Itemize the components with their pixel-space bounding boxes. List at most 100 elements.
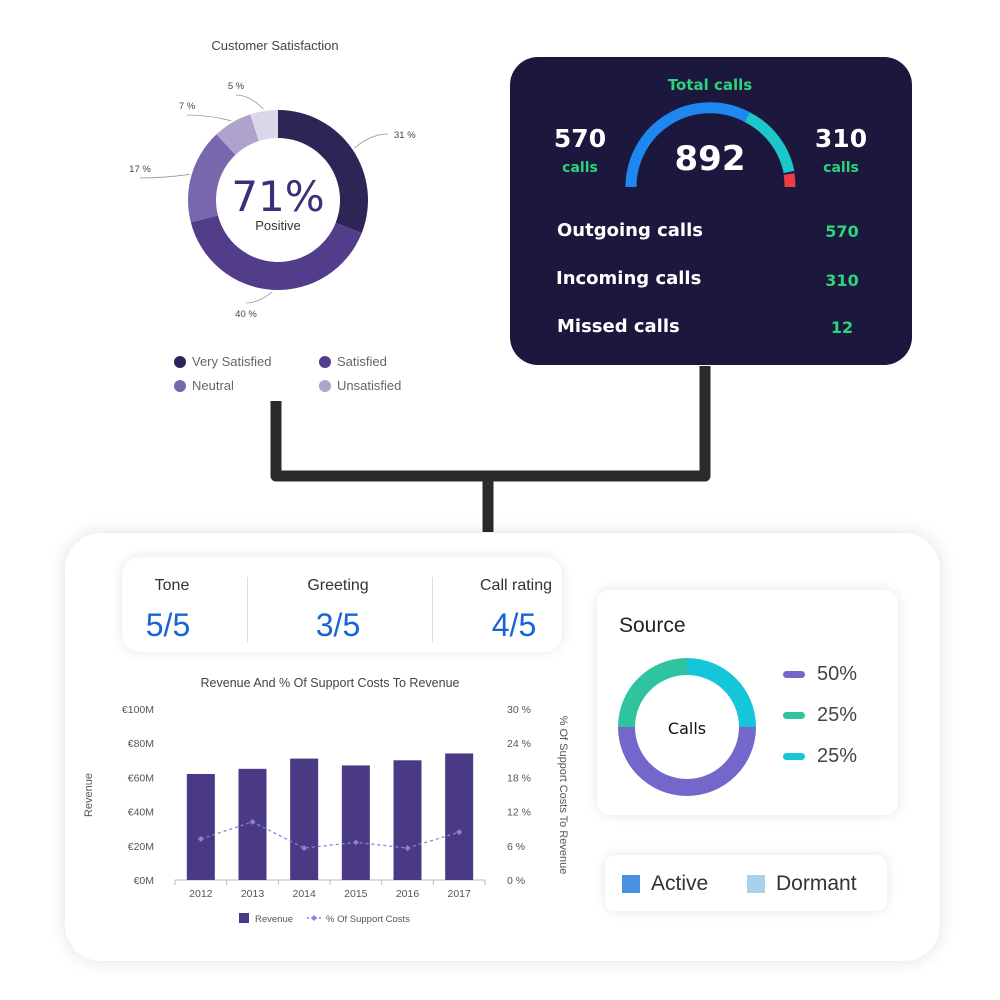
incoming-unit: calls: [823, 160, 859, 176]
y-tick-label: €60M: [128, 772, 154, 784]
slice-unsatisfied: [216, 114, 259, 155]
incoming-calls-label: Incoming calls: [556, 268, 702, 289]
outgoing-count: 570: [553, 124, 607, 153]
slice-label: 17 %: [129, 164, 151, 175]
source-legend-label: 25%: [817, 745, 858, 767]
gauge-arc-red: [783, 173, 796, 188]
connector-lines: [270, 366, 711, 532]
legend-label: Very Satisfied: [192, 354, 272, 369]
support-cost-point: [301, 845, 308, 852]
tone-value: 5/5: [145, 607, 191, 643]
legend-support-marker: [311, 915, 317, 921]
x-tick-label: 2017: [447, 888, 471, 900]
greeting-value: 3/5: [315, 607, 361, 643]
tone-label: Tone: [154, 577, 190, 594]
call-rating-label: Call rating: [479, 577, 553, 594]
source-donut-chart: [618, 658, 756, 796]
source-center-label: Calls: [667, 719, 707, 738]
revenue-chart-title: Revenue And % Of Support Costs To Revenu…: [201, 676, 460, 690]
slice-label: 5 %: [228, 81, 245, 92]
calls-title: Total calls: [667, 76, 753, 94]
missed-calls-value: 12: [830, 318, 854, 337]
revenue-chart: Revenue And % Of Support Costs To Revenu…: [83, 676, 569, 925]
support-cost-y-axis-label: % Of Support Costs To Revenue: [557, 716, 569, 875]
source-slice-25b: [687, 658, 756, 727]
support-cost-point: [404, 845, 411, 852]
satisfaction-donut-chart: 31 % 40 % 17 % 7 % 5 %: [129, 81, 416, 320]
legend-label: Satisfied: [337, 354, 387, 369]
slice-label: 31 %: [394, 130, 416, 141]
legend-dot: [319, 379, 331, 392]
legend-label: Neutral: [192, 378, 234, 393]
source-slice-25a: [618, 658, 687, 727]
outgoing-calls-label: Outgoing calls: [557, 220, 703, 241]
score-divider: [247, 577, 248, 643]
support-cost-line: [200, 821, 460, 849]
leader-line: [353, 133, 389, 149]
revenue-bar: [445, 753, 474, 880]
legend-neutral: Neutral: [174, 378, 234, 393]
legend-dot: [319, 355, 331, 368]
leader-line: [245, 291, 273, 304]
source-legend-swatch: [783, 671, 805, 678]
source-legend-label: 25%: [817, 704, 858, 726]
x-tick-label: 2015: [344, 888, 368, 900]
call-rating-value: 4/5: [491, 607, 537, 643]
satisfaction-title: Customer Satisfaction: [211, 38, 339, 53]
score-card: Tone 5/5 Greeting 3/5 Call rating 4/5: [122, 557, 562, 652]
outgoing-unit: calls: [562, 160, 598, 176]
legend-revenue-swatch: [239, 913, 249, 923]
incoming-count: 310: [814, 124, 868, 153]
y-tick-label: €40M: [128, 807, 154, 819]
y-tick-label: €0M: [134, 875, 154, 887]
y2-tick-label: 18 %: [507, 772, 531, 784]
legend-support-label: % Of Support Costs: [326, 914, 410, 925]
revenue-bar: [290, 758, 319, 880]
active-label: Active: [651, 872, 709, 895]
source-title: Source: [619, 614, 686, 637]
outgoing-calls-value: 570: [825, 222, 859, 241]
slice-neutral: [188, 134, 236, 223]
revenue-bar: [186, 773, 215, 880]
revenue-bar: [393, 760, 422, 880]
y2-tick-label: 24 %: [507, 738, 531, 750]
score-divider: [432, 577, 433, 643]
revenue-legend: Revenue % Of Support Costs: [239, 913, 410, 925]
greeting-label: Greeting: [307, 577, 369, 594]
source-legend-swatch: [783, 712, 805, 719]
support-cost-point: [456, 829, 463, 836]
dormant-label: Dormant: [776, 872, 857, 895]
dormant-swatch: [747, 875, 765, 893]
legend-dot: [174, 379, 186, 392]
legend-dot: [174, 355, 186, 368]
slice-other: [250, 110, 278, 142]
y-tick-label: €80M: [128, 738, 154, 750]
active-swatch: [622, 875, 640, 893]
y2-tick-label: 6 %: [507, 841, 525, 853]
leader-line: [186, 114, 232, 122]
y2-tick-label: 12 %: [507, 807, 531, 819]
legend-unsatisfied: Unsatisfied: [319, 378, 401, 393]
source-card: Source Calls 50% 25% 25%: [597, 590, 898, 815]
source-legend-label: 50%: [817, 663, 858, 685]
source-legend-item: 25%: [783, 745, 857, 768]
legend-satisfied: Satisfied: [319, 354, 387, 369]
slice-very-satisfied: [278, 110, 368, 234]
gauge-arc-teal: [744, 112, 795, 174]
satisfaction-center-value: 71%: [231, 172, 325, 221]
slice-label: 40 %: [235, 309, 257, 320]
support-cost-point: [249, 818, 256, 825]
calls-gauge: [625, 102, 796, 188]
incoming-calls-value: 310: [825, 271, 859, 290]
y-tick-label: €20M: [128, 841, 154, 853]
x-tick-label: 2012: [189, 888, 213, 900]
satisfaction-center-label: Positive: [255, 218, 301, 233]
legend-very-satisfied: Very Satisfied: [174, 354, 272, 369]
legend-label: Unsatisfied: [337, 378, 402, 393]
leader-line: [139, 173, 190, 179]
legend-revenue-label: Revenue: [255, 914, 293, 925]
support-cost-point: [352, 839, 359, 846]
calls-total: 892: [674, 139, 746, 179]
slice-satisfied: [190, 215, 362, 290]
x-tick-label: 2016: [396, 888, 420, 900]
